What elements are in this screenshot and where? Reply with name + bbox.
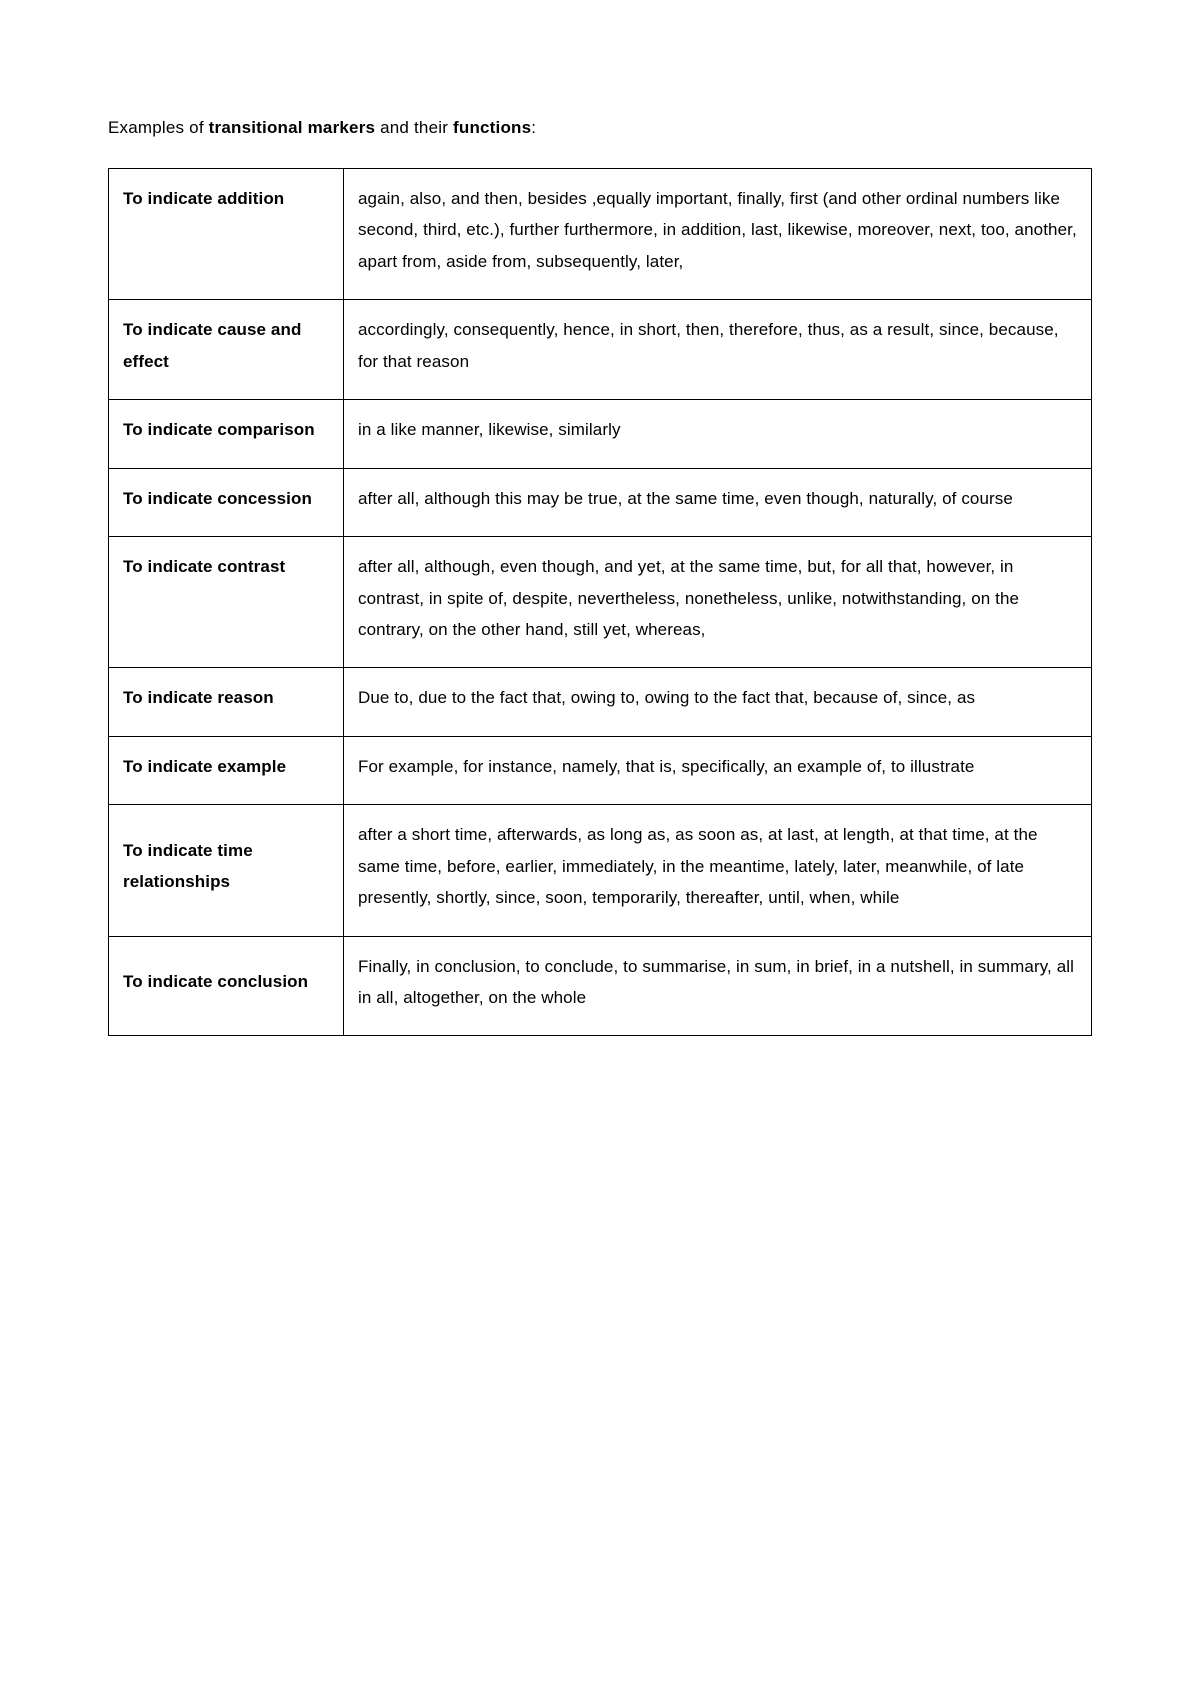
table-row: To indicate comparisonin a like manner, … — [109, 400, 1092, 468]
markers-content: Due to, due to the fact that, owing to, … — [344, 668, 1092, 736]
table-row: To indicate exampleFor example, for inst… — [109, 736, 1092, 804]
table-row: To indicate contrastafter all, although,… — [109, 537, 1092, 668]
markers-content: For example, for instance, namely, that … — [344, 736, 1092, 804]
markers-content: accordingly, consequently, hence, in sho… — [344, 300, 1092, 400]
markers-content: after all, although this may be true, at… — [344, 468, 1092, 536]
function-label: To indicate example — [109, 736, 344, 804]
markers-content: after all, although, even though, and ye… — [344, 537, 1092, 668]
intro-text: Examples of transitional markers and the… — [108, 118, 1092, 138]
intro-prefix: Examples of — [108, 118, 209, 137]
transitional-markers-table: To indicate additionagain, also, and the… — [108, 168, 1092, 1036]
markers-content: again, also, and then, besides ,equally … — [344, 169, 1092, 300]
table-row: To indicate conclusionFinally, in conclu… — [109, 936, 1092, 1036]
function-label: To indicate contrast — [109, 537, 344, 668]
intro-bold1: transitional markers — [209, 118, 376, 137]
intro-bold2: functions — [453, 118, 531, 137]
intro-suffix: : — [531, 118, 536, 137]
intro-mid: and their — [375, 118, 453, 137]
function-label: To indicate concession — [109, 468, 344, 536]
markers-content: in a like manner, likewise, similarly — [344, 400, 1092, 468]
markers-content: Finally, in conclusion, to conclude, to … — [344, 936, 1092, 1036]
markers-content: after a short time, afterwards, as long … — [344, 805, 1092, 936]
function-label: To indicate reason — [109, 668, 344, 736]
table-row: To indicate cause and effectaccordingly,… — [109, 300, 1092, 400]
table-row: To indicate additionagain, also, and the… — [109, 169, 1092, 300]
table-row: To indicate reasonDue to, due to the fac… — [109, 668, 1092, 736]
function-label: To indicate cause and effect — [109, 300, 344, 400]
function-label: To indicate time relationships — [109, 805, 344, 936]
table-row: To indicate concessionafter all, althoug… — [109, 468, 1092, 536]
function-label: To indicate conclusion — [109, 936, 344, 1036]
function-label: To indicate addition — [109, 169, 344, 300]
table-row: To indicate time relationshipsafter a sh… — [109, 805, 1092, 936]
function-label: To indicate comparison — [109, 400, 344, 468]
